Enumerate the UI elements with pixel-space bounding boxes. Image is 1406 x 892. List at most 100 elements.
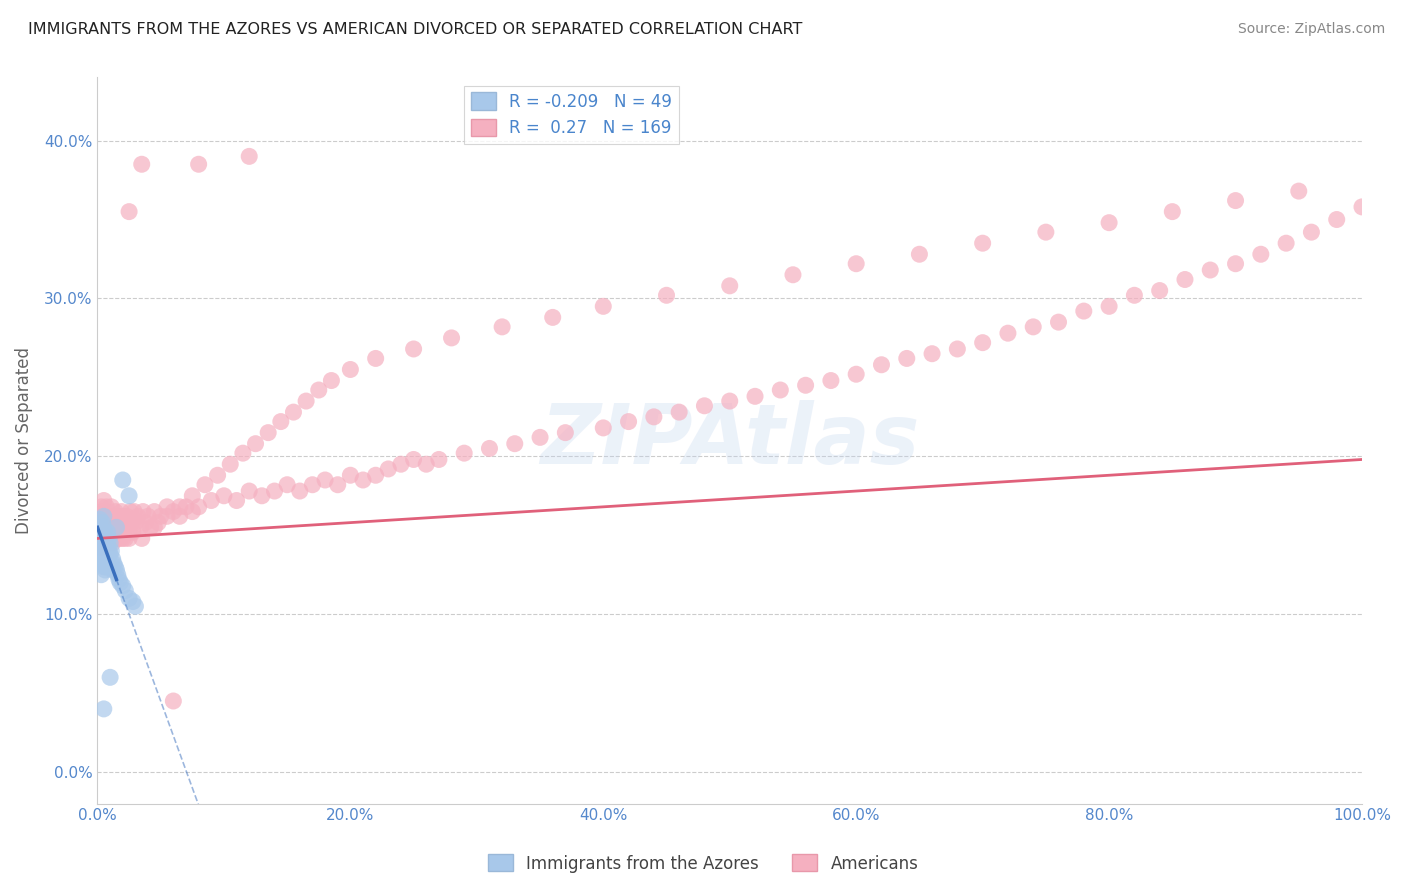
Point [90, 552, 112, 566]
Point [91, 516, 114, 530]
Point [105, 509, 128, 524]
Point [90, 541, 112, 555]
Point [107, 532, 129, 546]
Point [93, 559, 115, 574]
Point [1225, 257, 1247, 271]
Point [118, 525, 141, 540]
Point [339, 468, 361, 483]
Point [98, 509, 121, 524]
Point [232, 446, 254, 460]
Point [120, 505, 142, 519]
Point [100, 516, 122, 530]
Point [415, 457, 437, 471]
Point [111, 473, 134, 487]
Point [90, 500, 112, 514]
Point [245, 436, 267, 450]
Point [845, 257, 868, 271]
Point [97, 520, 120, 534]
Point [794, 378, 817, 392]
Point [219, 457, 242, 471]
Point [96, 559, 118, 574]
Point [112, 509, 135, 524]
Point [89, 532, 111, 546]
Point [270, 415, 292, 429]
Point [97, 536, 120, 550]
Point [769, 383, 792, 397]
Point [283, 405, 305, 419]
Point [118, 489, 141, 503]
Point [1351, 200, 1374, 214]
Point [94, 516, 117, 530]
Point [93, 509, 115, 524]
Point [103, 557, 125, 571]
Point [972, 335, 994, 350]
Point [118, 591, 141, 606]
Point [100, 500, 122, 514]
Point [94, 532, 117, 546]
Point [103, 509, 125, 524]
Point [162, 505, 184, 519]
Point [96, 532, 118, 546]
Point [314, 473, 336, 487]
Text: IMMIGRANTS FROM THE AZORES VS AMERICAN DIVORCED OR SEPARATED CORRELATION CHART: IMMIGRANTS FROM THE AZORES VS AMERICAN D… [28, 22, 803, 37]
Point [104, 532, 127, 546]
Point [97, 509, 120, 524]
Point [98, 670, 121, 684]
Point [105, 516, 128, 530]
Point [97, 525, 120, 540]
Point [122, 594, 145, 608]
Point [118, 532, 141, 546]
Point [744, 389, 766, 403]
Point [108, 573, 131, 587]
Point [91, 532, 114, 546]
Point [98, 520, 121, 534]
Point [592, 299, 614, 313]
Point [491, 319, 513, 334]
Point [91, 557, 114, 571]
Point [174, 500, 197, 514]
Point [377, 462, 399, 476]
Point [364, 351, 387, 366]
Point [402, 342, 425, 356]
Point [90, 567, 112, 582]
Point [94, 547, 117, 561]
Point [238, 484, 260, 499]
Point [402, 452, 425, 467]
Point [89, 509, 111, 524]
Point [200, 493, 222, 508]
Point [93, 520, 115, 534]
Point [169, 509, 191, 524]
Point [90, 525, 112, 540]
Point [1073, 304, 1095, 318]
Point [117, 516, 139, 530]
Point [136, 509, 159, 524]
Point [187, 500, 209, 514]
Point [90, 525, 112, 540]
Point [96, 536, 118, 550]
Point [194, 477, 217, 491]
Point [276, 477, 298, 491]
Point [97, 532, 120, 546]
Point [149, 509, 172, 524]
Point [114, 583, 136, 598]
Point [1047, 315, 1070, 329]
Point [1149, 284, 1171, 298]
Point [91, 505, 114, 519]
Point [96, 544, 118, 558]
Point [1098, 216, 1121, 230]
Point [326, 477, 349, 491]
Point [111, 532, 134, 546]
Point [111, 579, 134, 593]
Point [139, 520, 162, 534]
Point [1199, 263, 1222, 277]
Point [122, 525, 145, 540]
Point [908, 247, 931, 261]
Point [87, 536, 110, 550]
Point [782, 268, 804, 282]
Point [529, 430, 551, 444]
Point [94, 525, 117, 540]
Point [110, 532, 132, 546]
Point [89, 512, 111, 526]
Point [301, 477, 323, 491]
Point [156, 500, 179, 514]
